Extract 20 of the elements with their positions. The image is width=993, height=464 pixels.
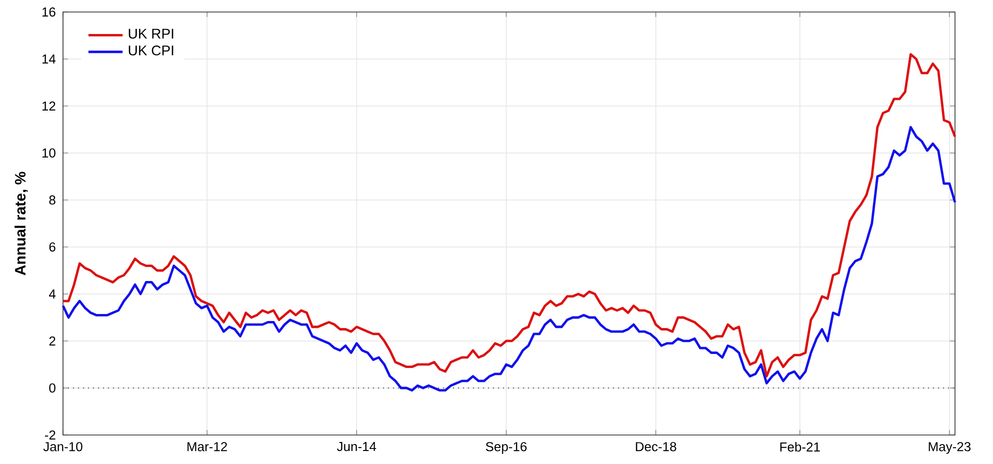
y-tick-label: 14 — [42, 54, 56, 64]
y-tick-label: 10 — [42, 148, 56, 158]
legend-label: UK RPI — [128, 28, 174, 39]
y-tick-label: 6 — [49, 242, 56, 252]
y-tick-label: 8 — [49, 195, 56, 205]
x-tick-label: Jun-14 — [336, 442, 376, 452]
x-tick-label: Jan-10 — [43, 442, 82, 452]
x-tick-label: Feb-21 — [780, 442, 820, 452]
x-tick-label: May-23 — [928, 442, 971, 454]
y-tick-label: 2 — [49, 336, 56, 346]
y-tick-label: -2 — [44, 430, 56, 440]
y-tick-label: 16 — [42, 7, 56, 17]
x-tick-label: Dec-18 — [636, 442, 676, 452]
legend-label: UK CPI — [128, 46, 174, 56]
x-tick-label: Mar-12 — [188, 442, 227, 452]
x-tick-label: Sep-16 — [486, 442, 527, 454]
y-axis-title: Annual rate, % — [14, 172, 28, 276]
y-tick-label: 0 — [49, 383, 56, 393]
y-tick-label: 12 — [42, 101, 56, 111]
y-tick-label: 4 — [49, 290, 56, 298]
